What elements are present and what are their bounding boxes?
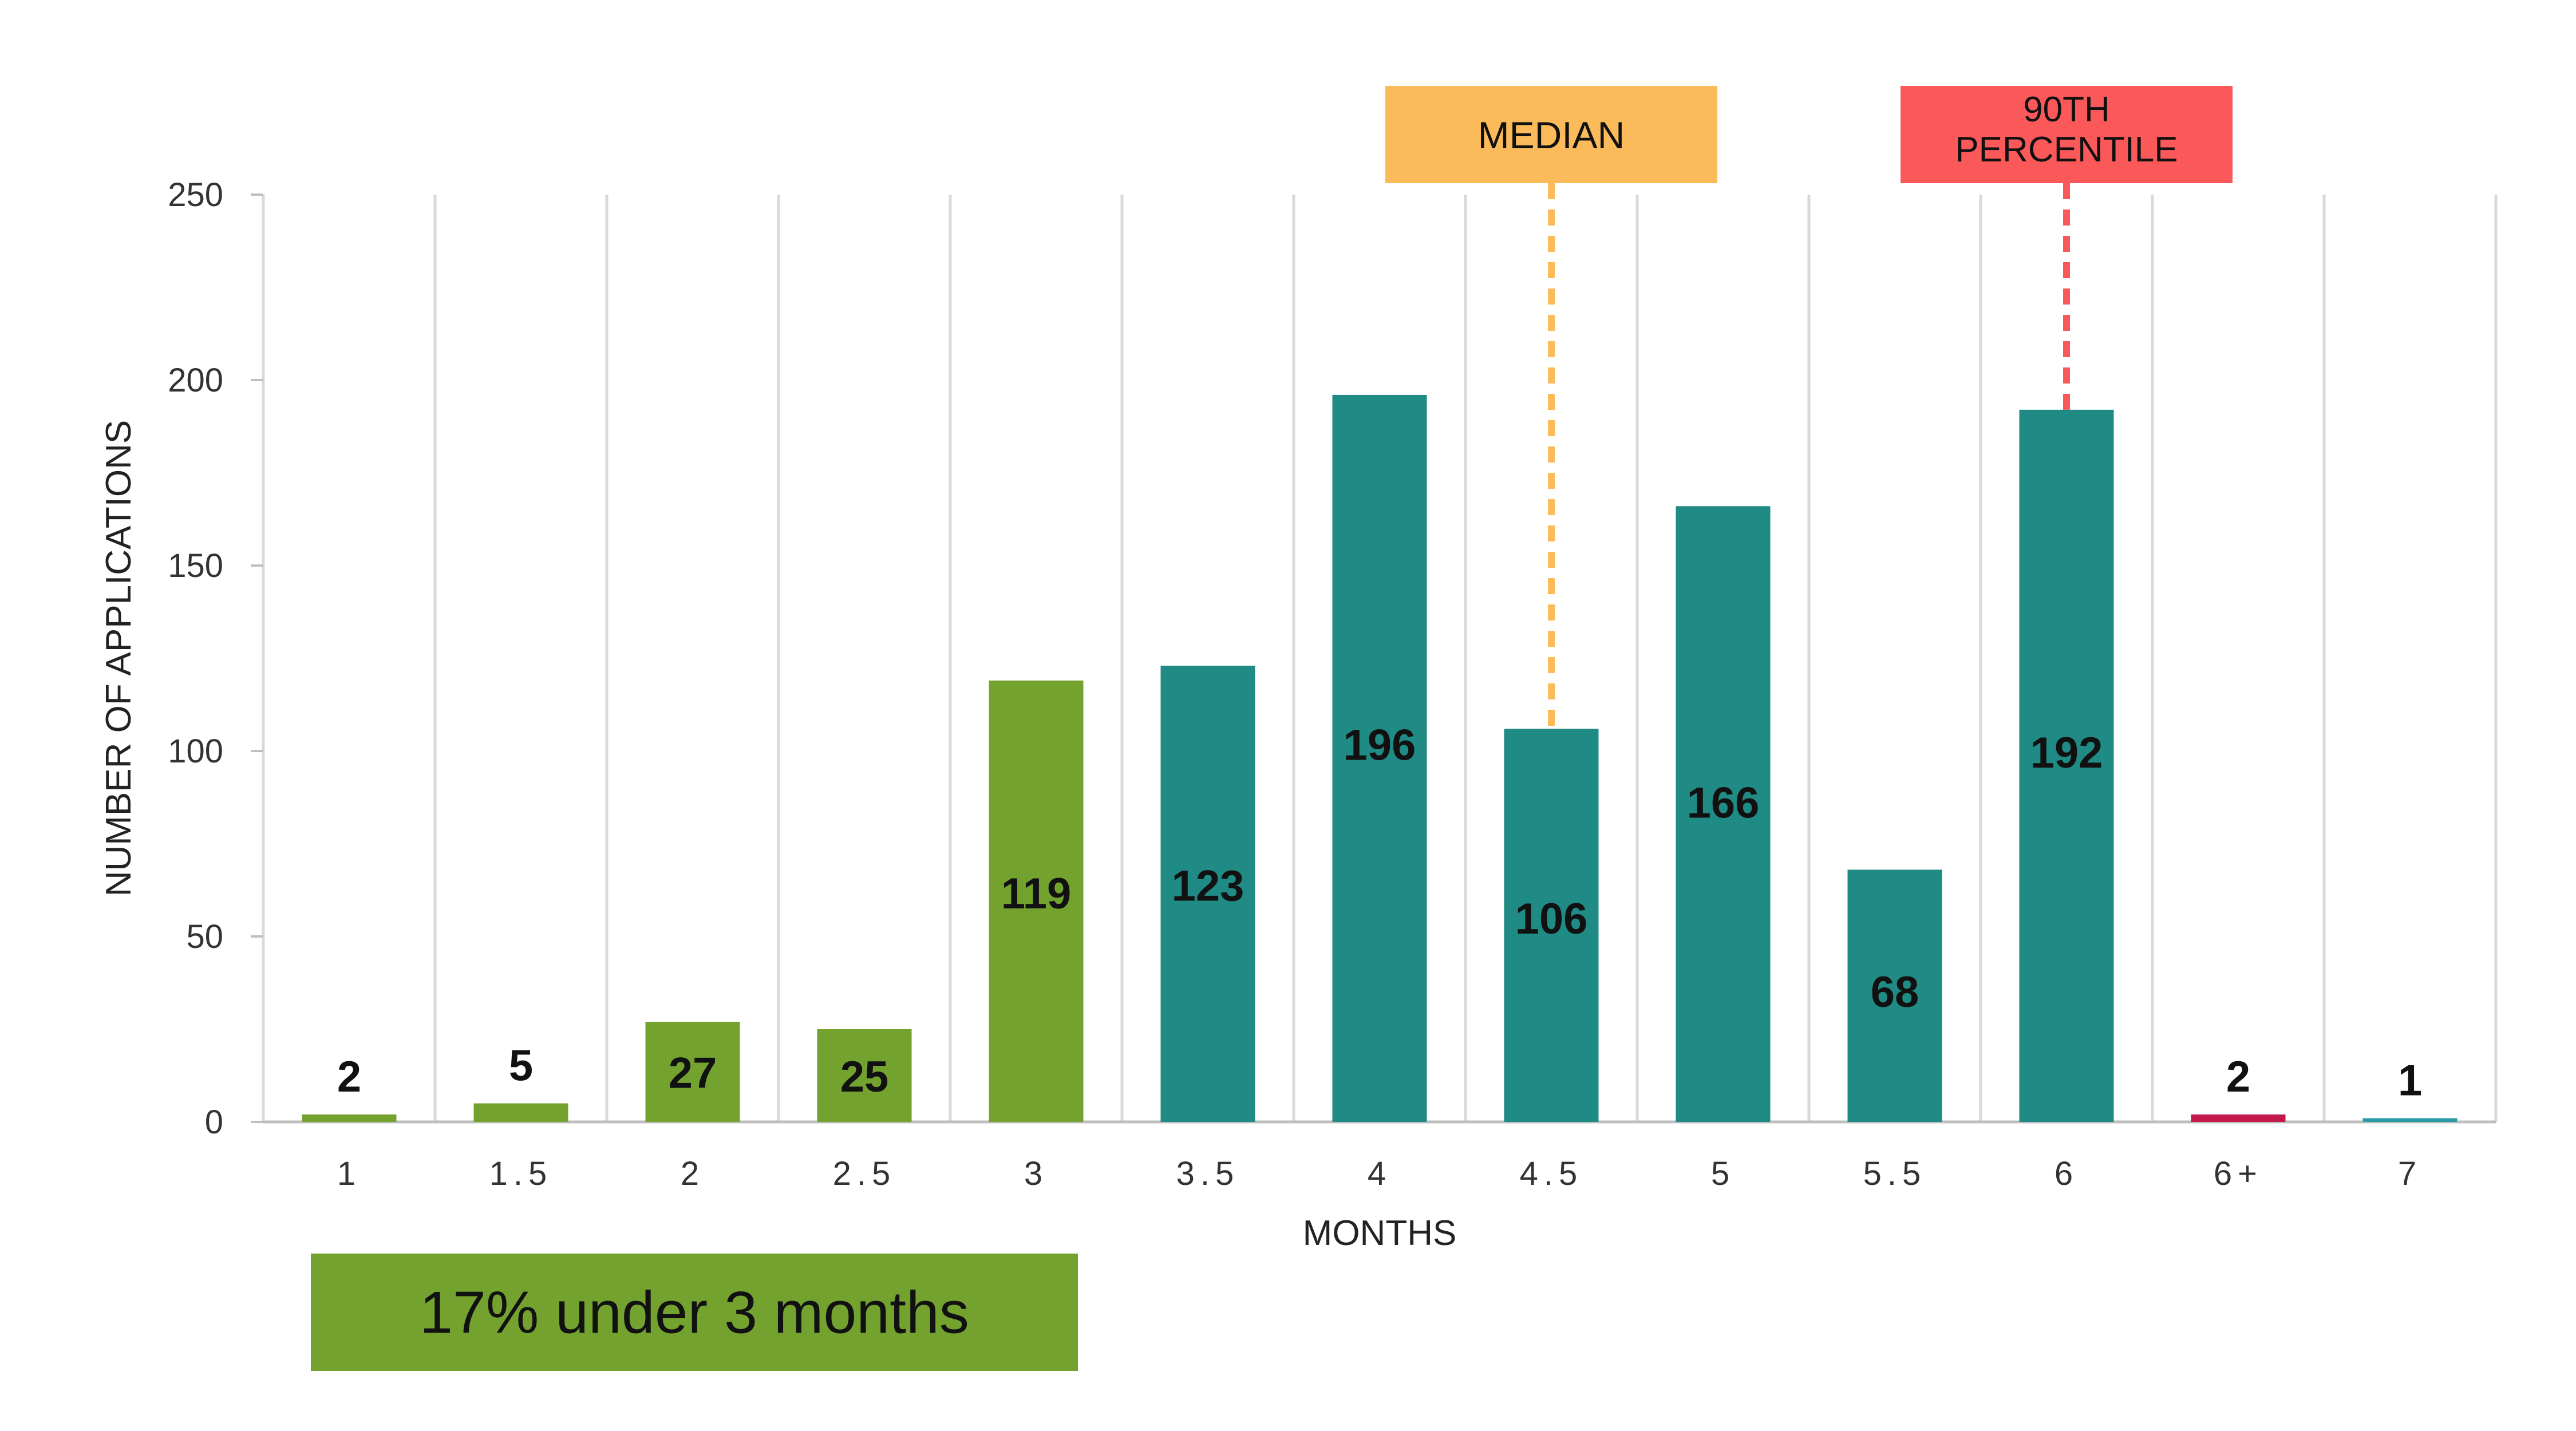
bar: [2191, 1114, 2286, 1122]
x-tick-label: 5.5: [1863, 1155, 1927, 1192]
callout-label: MEDIAN: [1478, 114, 1625, 156]
summary-box: [311, 1254, 1078, 1371]
data-label: 119: [1001, 869, 1072, 918]
labels: 121.552272.52531193.512341964.510651665.…: [337, 721, 2422, 1192]
data-label: 1: [2398, 1057, 2422, 1105]
data-label: 68: [1871, 968, 1919, 1017]
bar: [1160, 665, 1255, 1122]
x-tick-label: 2: [681, 1155, 705, 1192]
summary-text: 17% under 3 months: [420, 1280, 969, 1346]
bar: [473, 1103, 568, 1122]
bar: [817, 1029, 912, 1122]
data-label: 106: [1515, 895, 1588, 943]
bars: [302, 394, 2458, 1122]
data-label: 192: [2030, 729, 2103, 777]
x-tick-label: 6+: [2214, 1155, 2263, 1192]
data-label: 2: [337, 1053, 361, 1101]
bar: [2019, 409, 2114, 1122]
callout-box: [1901, 86, 2233, 183]
bar: [989, 680, 1084, 1122]
callout-label: 90TH: [2023, 90, 2110, 129]
y-tick-label: 150: [168, 547, 223, 584]
x-tick-label: 4: [1368, 1155, 1392, 1192]
grid-lines: [262, 195, 2498, 1122]
y-tick-label: 100: [168, 733, 223, 770]
data-label: 196: [1344, 721, 1416, 770]
data-label: 5: [509, 1042, 533, 1090]
x-tick-label: 2.5: [833, 1155, 896, 1192]
data-label: 2: [2226, 1053, 2250, 1101]
data-label: 166: [1687, 779, 1760, 828]
bar: [1504, 729, 1599, 1122]
callout-box: [1385, 86, 1717, 183]
y-tick-label: 0: [205, 1104, 223, 1141]
y-axis-title: NUMBER OF APPLICATIONS: [99, 420, 139, 897]
bar: [1676, 506, 1771, 1122]
data-label: 25: [840, 1053, 889, 1101]
x-tick-label: 4.5: [1520, 1155, 1583, 1192]
x-tick-label: 6: [2055, 1155, 2079, 1192]
y-tick-label: 50: [186, 918, 223, 955]
y-tick-label: 250: [168, 176, 223, 214]
data-label: 27: [669, 1049, 717, 1098]
x-tick-label: 7: [2398, 1155, 2422, 1192]
bar: [1332, 394, 1427, 1122]
axes: 0 50 100 150 200 250: [168, 176, 2496, 1141]
callout-label: PERCENTILE: [1955, 130, 2178, 169]
bar: [1847, 869, 1942, 1122]
bar: [645, 1022, 740, 1122]
x-tick-label: 5: [1711, 1155, 1735, 1192]
x-tick-label: 3.5: [1176, 1155, 1240, 1192]
x-tick-label: 1: [337, 1155, 361, 1192]
x-axis-title: MONTHS: [1303, 1213, 1457, 1253]
data-label: 123: [1172, 862, 1244, 911]
bar: [2362, 1118, 2458, 1122]
x-tick-label: 3: [1024, 1155, 1048, 1192]
y-tick-label: 200: [168, 362, 223, 399]
x-tick-label: 1.5: [489, 1155, 553, 1192]
bar: [302, 1114, 397, 1122]
